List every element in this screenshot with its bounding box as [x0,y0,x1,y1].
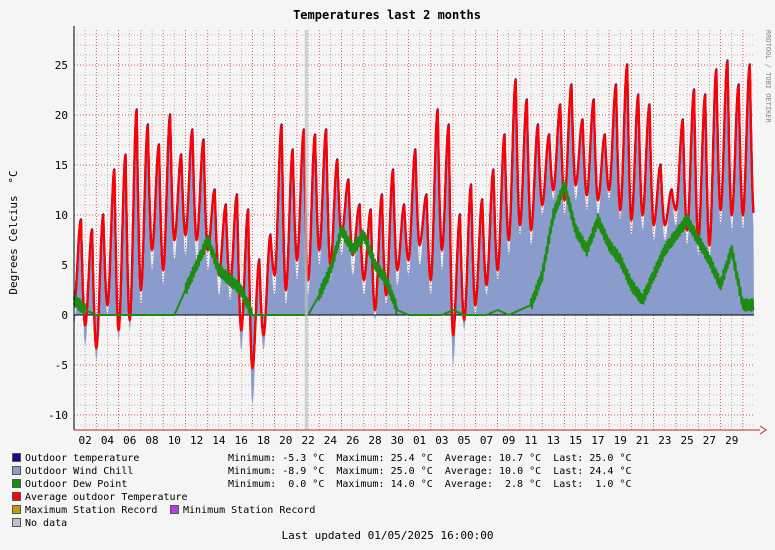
x-tick-label: 19 [614,434,627,447]
stat-min: -5.3 °C [282,453,325,464]
x-tick-label: 29 [725,434,738,447]
y-tick-label: -5 [55,359,68,372]
x-tick-label: 13 [547,434,560,447]
stat-avg: 10.7 °C [499,453,542,464]
no-data-swatch [12,518,21,527]
watermark: RRDTOOL / TOBI OETIKER [764,30,772,124]
x-tick-label: 05 [458,434,471,447]
x-tick-label: 28 [368,434,381,447]
no-data-band [304,30,308,430]
legend-label: No data [25,518,68,529]
stats-dew-point: Minimum: 0.0 °C Maximum: 14.0 °C Average… [228,479,632,490]
legend-label: Maximum Station Record [25,505,158,516]
legend-row-average: Average outdoor Temperature [12,491,188,504]
y-tick-label: 25 [55,59,68,72]
max-record-swatch [12,505,21,514]
x-tick-label: 20 [279,434,292,447]
chart-title: Temperatures last 2 months [293,8,481,22]
outdoor-temperature-swatch [12,453,21,462]
legend-row-dew-point: Outdoor Dew Point Minimum: 0.0 °C Maximu… [12,478,631,491]
x-tick-label: 07 [480,434,493,447]
x-tick-label: 15 [569,434,582,447]
dew-point-swatch [12,479,21,488]
series-dew-point-line [73,181,755,316]
x-tick-label: 10 [168,434,181,447]
x-tick-label: 27 [703,434,716,447]
series-wind-chill-area [74,65,754,404]
legend-label: Average outdoor Temperature [25,492,188,503]
x-axis-arrow [759,425,767,435]
y-tick-label: 5 [61,259,68,272]
y-axis-unit: °C [7,170,20,183]
y-tick-label: 0 [61,309,68,322]
x-tick-label: 09 [502,434,515,447]
legend-row-no-data: No data [12,517,188,530]
x-tick-label: 26 [346,434,359,447]
min-record-swatch [170,505,179,514]
y-axis-label: Degrees Celcius [7,195,20,294]
legend-row-outdoor-temperature: Outdoor temperature Minimum: -5.3 °C Max… [12,452,632,465]
wind-chill-swatch [12,466,21,475]
x-tick-label: 16 [235,434,248,447]
y-tick-label: 20 [55,109,68,122]
x-tick-label: 14 [212,434,226,447]
stat-last: 24.4 °C [589,466,632,477]
stats-wind-chill: Minimum: -8.9 °C Maximum: 25.0 °C Averag… [228,466,632,477]
legend-row-wind-chill: Outdoor Wind Chill Minimum: -8.9 °C Maxi… [12,465,632,478]
last-updated: Last updated 01/05/2025 16:00:00 [281,529,494,542]
x-tick-label: 22 [301,434,314,447]
x-tick-label: 23 [658,434,671,447]
x-tick-label: 01 [413,434,426,447]
series-average-temperature-line [73,60,755,370]
stat-min: 0.0 °C [288,479,325,490]
x-tick-label: 30 [391,434,404,447]
stat-avg: 10.0 °C [499,466,542,477]
x-tick-label: 04 [101,434,115,447]
x-tick-label: 08 [145,434,158,447]
legend-row-records: Maximum Station Record Minimum Station R… [12,504,315,517]
stat-max: 25.0 °C [390,466,433,477]
legend-label: Outdoor temperature [25,453,140,464]
legend-label: Outdoor Wind Chill [25,466,134,477]
y-tick-label: 10 [55,209,68,222]
x-tick-label: 17 [591,434,604,447]
stat-last: 25.0 °C [589,453,632,464]
average-temperature-swatch [12,492,21,501]
x-tick-label: 11 [524,434,537,447]
legend: Outdoor temperature Minimum: -5.3 °C Max… [12,452,632,530]
x-tick-label: 06 [123,434,136,447]
stat-max: 14.0 °C [390,479,433,490]
y-tick-label: 15 [55,159,68,172]
x-tick-label: 25 [680,434,693,447]
stat-avg: 2.8 °C [505,479,542,490]
stats-outdoor-temperature: Minimum: -5.3 °C Maximum: 25.4 °C Averag… [228,453,632,464]
stat-last: 1.0 °C [595,479,632,490]
x-tick-label: 03 [435,434,448,447]
legend-label: Minimum Station Record [183,505,316,516]
stat-max: 25.4 °C [390,453,433,464]
x-tick-label: 21 [636,434,649,447]
x-tick-label: 12 [190,434,203,447]
stat-min: -8.9 °C [282,466,325,477]
y-tick-label: -10 [48,409,68,422]
x-tick-label: 24 [324,434,338,447]
x-tick-label: 18 [257,434,270,447]
legend-label: Outdoor Dew Point [25,479,128,490]
x-tick-label: 02 [79,434,92,447]
